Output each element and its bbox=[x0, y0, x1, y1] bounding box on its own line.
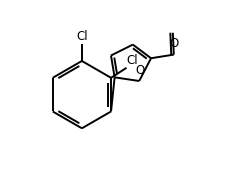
Text: Cl: Cl bbox=[127, 54, 138, 67]
Text: Cl: Cl bbox=[76, 30, 88, 43]
Text: O: O bbox=[169, 37, 178, 50]
Text: O: O bbox=[136, 64, 145, 77]
